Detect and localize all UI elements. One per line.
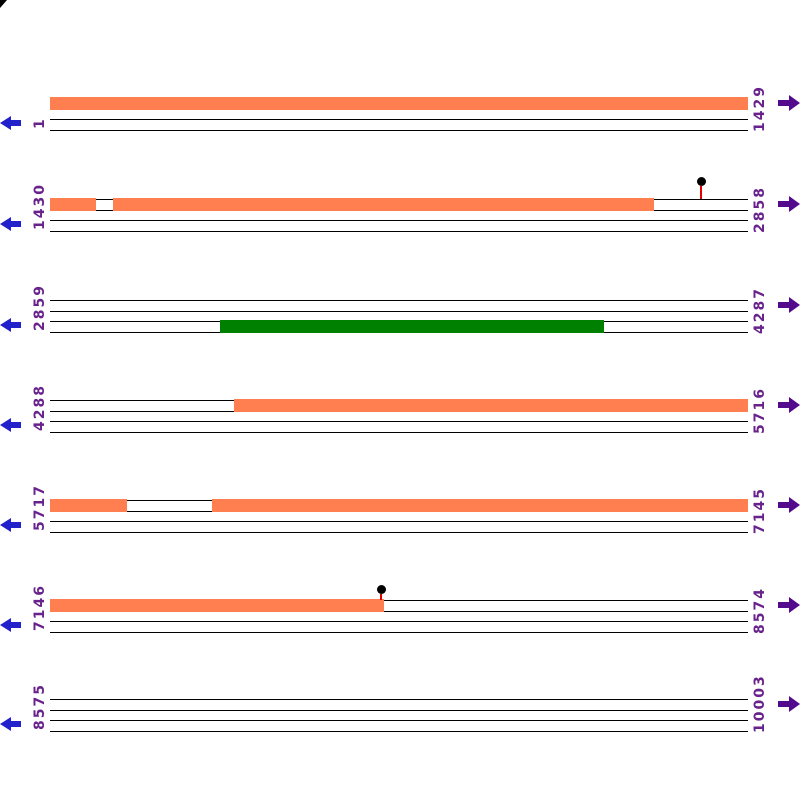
start-position-label: 7146: [32, 584, 48, 631]
lollipop-marker-head: [376, 585, 386, 594]
start-position-label: 1: [32, 117, 48, 129]
pan-left-arrow-icon[interactable]: [0, 318, 21, 332]
right-arrow-head: [789, 95, 800, 111]
right-arrow-tail: [778, 302, 790, 308]
orange-feature-bar: [212, 498, 748, 512]
left-arrow-head: [0, 518, 11, 532]
pan-right-arrow-icon[interactable]: [778, 397, 800, 413]
track-line: [50, 230, 748, 232]
right-arrow-head: [789, 397, 800, 413]
left-arrow-head: [0, 116, 11, 130]
pan-left-arrow-icon[interactable]: [0, 618, 21, 632]
track-line: [50, 129, 748, 131]
track-line: [50, 631, 748, 633]
track-line: [50, 300, 748, 301]
track-line: [50, 610, 748, 612]
left-arrow-head: [0, 217, 11, 231]
left-arrow-tail: [10, 721, 21, 727]
pan-right-arrow-icon[interactable]: [778, 297, 800, 313]
end-position-label: 2858: [752, 186, 768, 233]
pan-left-arrow-icon[interactable]: [0, 518, 21, 532]
panel-3: 2859 4287: [0, 284, 800, 346]
right-arrow-tail: [778, 100, 790, 106]
track-line: [50, 220, 748, 221]
end-position-label: 5716: [752, 387, 768, 434]
clipped-corner-glyph: [0, 0, 7, 8]
track-line: [50, 720, 748, 721]
panel-7: 8575 10003: [0, 674, 800, 745]
lollipop-marker-stem: [380, 594, 382, 600]
left-arrow-head: [0, 318, 11, 332]
pan-right-arrow-icon[interactable]: [778, 497, 800, 513]
start-position-label: 2859: [32, 284, 48, 331]
left-arrow-tail: [10, 120, 21, 126]
left-arrow-tail: [10, 522, 21, 528]
right-arrow-head: [789, 597, 800, 613]
right-arrow-tail: [778, 502, 790, 508]
end-position-label: 8574: [752, 587, 768, 634]
panel-6: 7146 8574: [0, 584, 800, 646]
start-position-label: 8575: [32, 683, 48, 730]
track-line: [50, 421, 748, 422]
lollipop-marker-head: [696, 177, 706, 186]
right-arrow-head: [789, 297, 800, 313]
end-position-label: 1429: [752, 85, 768, 132]
left-arrow-tail: [10, 422, 21, 428]
pan-left-arrow-icon[interactable]: [0, 418, 21, 432]
track-line: [50, 730, 748, 732]
start-position-label: 1430: [32, 183, 48, 230]
track-line: [50, 119, 748, 120]
pan-left-arrow-icon[interactable]: [0, 717, 21, 731]
right-arrow-head: [789, 196, 800, 212]
left-arrow-head: [0, 418, 11, 432]
left-arrow-tail: [10, 322, 21, 328]
left-arrow-tail: [10, 622, 21, 628]
track-line: [50, 310, 748, 312]
orange-feature-bar: [113, 197, 654, 211]
pan-left-arrow-icon[interactable]: [0, 116, 21, 130]
end-position-label: 10003: [752, 674, 768, 733]
lollipop-marker-stem: [700, 186, 702, 199]
right-arrow-head: [789, 497, 800, 513]
start-position-label: 4288: [32, 384, 48, 431]
left-arrow-tail: [10, 221, 21, 227]
orange-feature-bar: [234, 398, 748, 412]
green-feature-bar: [220, 319, 604, 333]
panel-1: 1 1429: [0, 85, 800, 144]
right-arrow-tail: [778, 201, 790, 207]
pan-right-arrow-icon[interactable]: [778, 696, 800, 712]
pan-right-arrow-icon[interactable]: [778, 196, 800, 212]
orange-feature-bar: [50, 498, 127, 512]
pan-right-arrow-icon[interactable]: [778, 95, 800, 111]
right-arrow-tail: [778, 602, 790, 608]
end-position-label: 7145: [752, 487, 768, 534]
end-position-label: 4287: [752, 287, 768, 334]
left-arrow-head: [0, 618, 11, 632]
panel-2: 1430 2858: [0, 177, 800, 245]
track-line: [50, 431, 748, 433]
pan-left-arrow-icon[interactable]: [0, 217, 21, 231]
track-line: [50, 600, 748, 601]
orange-feature-bar: [50, 96, 748, 110]
left-arrow-head: [0, 717, 11, 731]
orange-feature-bar: [50, 197, 96, 211]
track-line: [50, 709, 748, 711]
right-arrow-tail: [778, 402, 790, 408]
track-line: [50, 521, 748, 522]
right-arrow-head: [789, 696, 800, 712]
panel-4: 4288 5716: [0, 384, 800, 446]
panel-5: 5717 7145: [0, 484, 800, 546]
track-line: [50, 531, 748, 533]
track-line: [50, 699, 748, 700]
start-position-label: 5717: [32, 484, 48, 531]
right-arrow-tail: [778, 701, 790, 707]
orange-feature-bar: [50, 598, 384, 612]
pan-right-arrow-icon[interactable]: [778, 597, 800, 613]
track-line: [50, 621, 748, 622]
